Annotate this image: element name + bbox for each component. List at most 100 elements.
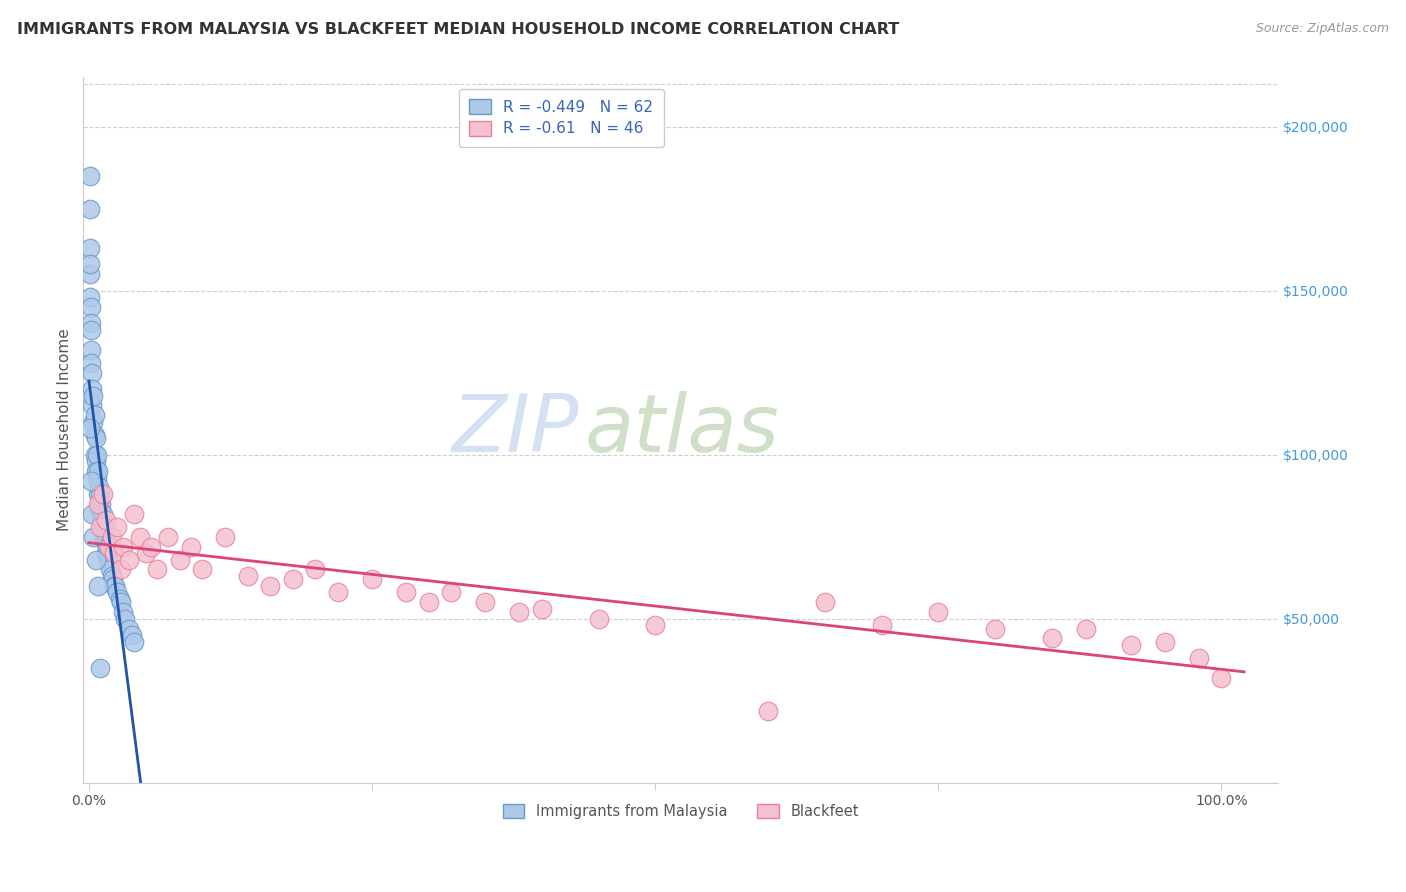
Point: [79, 169, 101, 183]
Point: [83, 428, 105, 442]
Point: [91, 520, 114, 534]
Point: [530, 602, 553, 616]
Point: [110, 562, 132, 576]
Point: [814, 595, 837, 609]
Point: [87, 487, 110, 501]
Point: [84, 552, 107, 566]
Point: [105, 585, 128, 599]
Point: [1040, 632, 1063, 646]
Point: [94, 530, 117, 544]
Point: [79, 202, 101, 216]
Point: [86, 448, 108, 462]
Point: [89, 503, 111, 517]
Point: [82, 389, 104, 403]
Point: [135, 546, 157, 560]
Point: [105, 520, 128, 534]
Point: [82, 366, 104, 380]
Point: [80, 323, 103, 337]
Point: [97, 552, 120, 566]
Point: [84, 454, 107, 468]
Point: [98, 556, 121, 570]
Point: [79, 300, 101, 314]
Point: [89, 520, 111, 534]
Point: [79, 267, 101, 281]
Point: [1211, 671, 1233, 685]
Point: [100, 562, 122, 576]
Point: [93, 520, 115, 534]
Point: [79, 290, 101, 304]
Point: [129, 530, 152, 544]
Point: [83, 448, 105, 462]
Point: [100, 569, 122, 583]
Point: [98, 540, 121, 554]
Point: [80, 474, 103, 488]
Point: [82, 507, 104, 521]
Point: [870, 618, 893, 632]
Point: [87, 497, 110, 511]
Point: [82, 382, 104, 396]
Point: [83, 409, 105, 423]
Point: [169, 552, 191, 566]
Point: [80, 356, 103, 370]
Point: [1153, 634, 1175, 648]
Point: [326, 585, 349, 599]
Point: [122, 507, 145, 521]
Point: [440, 585, 463, 599]
Point: [103, 579, 125, 593]
Point: [79, 317, 101, 331]
Point: [259, 579, 281, 593]
Point: [395, 585, 418, 599]
Point: [79, 257, 101, 271]
Point: [94, 536, 117, 550]
Point: [87, 464, 110, 478]
Point: [1188, 651, 1211, 665]
Point: [82, 415, 104, 429]
Point: [111, 605, 134, 619]
Point: [101, 572, 124, 586]
Point: [94, 546, 117, 560]
Point: [984, 622, 1007, 636]
Y-axis label: Median Household Income: Median Household Income: [58, 328, 72, 532]
Point: [214, 530, 236, 544]
Point: [89, 661, 111, 675]
Point: [82, 399, 104, 413]
Point: [121, 628, 143, 642]
Point: [108, 592, 131, 607]
Point: [644, 618, 666, 632]
Point: [1074, 622, 1097, 636]
Point: [236, 569, 259, 583]
Point: [180, 540, 202, 554]
Text: ZIP: ZIP: [451, 391, 579, 469]
Point: [86, 470, 108, 484]
Point: [122, 634, 145, 648]
Point: [508, 605, 530, 619]
Point: [111, 540, 134, 554]
Point: [89, 497, 111, 511]
Point: [84, 431, 107, 445]
Point: [361, 572, 384, 586]
Text: Source: ZipAtlas.com: Source: ZipAtlas.com: [1256, 22, 1389, 36]
Point: [191, 562, 214, 576]
Point: [474, 595, 496, 609]
Point: [117, 552, 139, 566]
Point: [90, 513, 112, 527]
Point: [94, 513, 117, 527]
Point: [104, 579, 127, 593]
Point: [146, 562, 169, 576]
Point: [588, 612, 610, 626]
Point: [80, 343, 103, 357]
Point: [114, 612, 136, 626]
Point: [117, 622, 139, 636]
Point: [84, 464, 107, 478]
Point: [758, 704, 780, 718]
Point: [89, 480, 111, 494]
Point: [79, 241, 101, 255]
Point: [96, 540, 118, 554]
Point: [281, 572, 304, 586]
Point: [927, 605, 949, 619]
Point: [157, 530, 180, 544]
Point: [1119, 638, 1142, 652]
Point: [82, 530, 104, 544]
Point: [304, 562, 326, 576]
Point: [141, 540, 163, 554]
